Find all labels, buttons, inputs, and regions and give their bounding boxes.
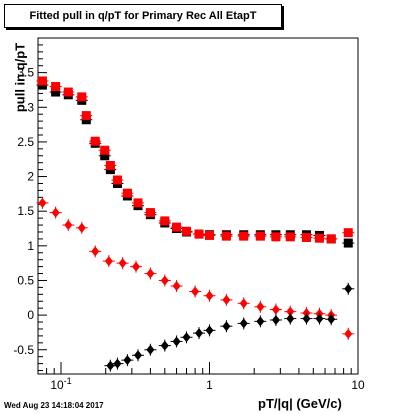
y-tick-label: 3.5	[17, 66, 34, 80]
data-point-diamond	[132, 261, 141, 272]
axes: -0.5 0 0.5 1 1.5 2 2.5 3 3.5 10-1 1 10	[13, 44, 365, 392]
data-point-square	[100, 145, 110, 155]
data-point-diamond	[38, 197, 47, 208]
data-point-diamond	[146, 268, 155, 279]
data-point-diamond	[160, 275, 169, 286]
data-point-square	[160, 216, 170, 226]
y-tick-label: 2.5	[17, 135, 34, 149]
data-point-diamond	[172, 336, 181, 347]
data-point-square	[100, 151, 110, 161]
data-point-diamond	[134, 350, 143, 361]
x-tick-label: 1	[206, 378, 213, 392]
data-point-square	[205, 230, 215, 240]
data-point-diamond	[64, 220, 73, 231]
data-point-diamond	[327, 314, 336, 325]
x-tick-label: 10	[351, 378, 365, 392]
data-marks	[36, 76, 355, 372]
data-point-diamond	[302, 313, 311, 324]
data-point-diamond	[77, 222, 86, 233]
data-point-diamond	[160, 340, 169, 351]
data-point-square	[255, 231, 265, 241]
data-point-diamond	[286, 306, 295, 317]
data-point-diamond	[271, 314, 280, 325]
data-point-diamond	[239, 318, 248, 329]
data-point-square	[51, 81, 61, 91]
data-point-diamond	[191, 286, 200, 297]
y-axis-label: pull in q/pT	[12, 42, 28, 113]
chart-title: Fitted pull in q/pT for Primary Rec All …	[4, 4, 282, 28]
x-axis-label: pT/|q| (GeV/c)	[258, 396, 342, 411]
y-tick-label: 3	[27, 100, 34, 114]
data-point-square	[51, 87, 61, 97]
data-point-diamond	[172, 281, 181, 292]
data-point-diamond	[315, 313, 324, 324]
timestamp: Wed Aug 23 14:18:04 2017	[4, 401, 104, 410]
data-point-diamond	[123, 355, 132, 366]
data-point-diamond	[106, 360, 115, 371]
data-point-diamond	[286, 313, 295, 324]
data-point-square	[122, 188, 132, 198]
data-point-diamond	[104, 256, 113, 267]
y-tick-label: -0.5	[13, 343, 34, 357]
data-point-diamond	[239, 298, 248, 309]
plot-frame	[37, 37, 359, 375]
data-point-square	[37, 76, 47, 86]
data-point-diamond	[113, 358, 122, 369]
data-point-diamond	[195, 328, 204, 339]
data-point-diamond	[205, 290, 214, 301]
data-point-square	[221, 231, 231, 241]
data-point-square	[181, 226, 191, 236]
data-point-square	[90, 136, 100, 146]
data-point-square	[172, 222, 182, 232]
data-point-square	[63, 87, 73, 97]
data-point-diamond	[182, 332, 191, 343]
y-tick-label: 1.5	[17, 204, 34, 218]
data-point-diamond	[344, 328, 353, 339]
data-point-diamond	[256, 316, 265, 327]
x-tick-label: 10-1	[50, 376, 71, 392]
data-point-square	[271, 232, 281, 242]
data-point-diamond	[271, 304, 280, 315]
data-point-diamond	[91, 246, 100, 257]
data-point-square	[302, 233, 312, 243]
y-tick-label: 0.5	[17, 273, 34, 287]
data-point-square	[314, 233, 324, 243]
data-point-diamond	[118, 258, 127, 269]
data-point-diamond	[51, 207, 60, 218]
data-point-square	[343, 228, 353, 238]
data-point-square	[285, 232, 295, 242]
data-point-diamond	[205, 325, 214, 336]
data-point-square	[112, 175, 122, 185]
data-point-diamond	[222, 321, 231, 332]
data-point-square	[239, 231, 249, 241]
data-point-square	[145, 208, 155, 218]
y-tick-label: 1	[27, 239, 34, 253]
data-point-square	[77, 92, 87, 102]
y-tick-label: 0	[27, 308, 34, 322]
y-tick-label: 2	[27, 170, 34, 184]
data-point-diamond	[222, 294, 231, 305]
data-point-square	[81, 111, 91, 121]
data-point-square	[326, 234, 336, 244]
data-point-diamond	[146, 344, 155, 355]
data-point-square	[105, 160, 115, 170]
data-point-diamond	[344, 283, 353, 294]
data-point-square	[194, 229, 204, 239]
data-point-square	[133, 198, 143, 208]
data-point-square	[343, 238, 353, 248]
data-point-diamond	[256, 301, 265, 312]
